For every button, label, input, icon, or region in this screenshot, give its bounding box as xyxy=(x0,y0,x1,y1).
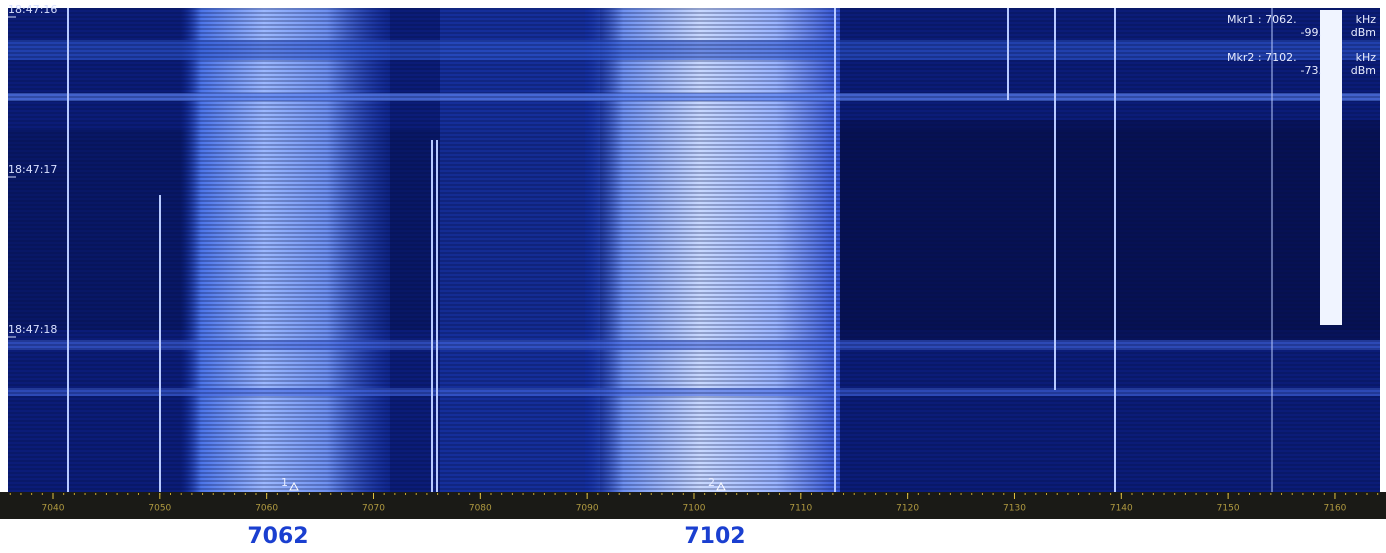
tick-label: 7050 xyxy=(148,504,171,514)
marker-readout: Mkr2 : 7102. xyxy=(1227,51,1297,64)
tick-label: 7040 xyxy=(42,504,65,514)
tick-label: 7080 xyxy=(469,504,492,514)
marker-level: -99. xyxy=(1301,26,1322,39)
time-label: 18:47:18 xyxy=(8,323,57,336)
marker-triangle xyxy=(289,481,299,491)
footer-label: 7102 xyxy=(684,524,745,549)
marker-unit: dBm xyxy=(1351,64,1376,77)
tick-label: 7160 xyxy=(1324,504,1347,514)
marker-readout: Mkr1 : 7062. xyxy=(1227,13,1297,26)
tick-label: 7100 xyxy=(683,504,706,514)
marker-triangle xyxy=(716,481,726,491)
tick-label: 7150 xyxy=(1217,504,1240,514)
tick-label: 7090 xyxy=(576,504,599,514)
tick-label: 7140 xyxy=(1110,504,1133,514)
marker-id: 2 xyxy=(708,476,715,489)
tick-label: 7060 xyxy=(255,504,278,514)
waterfall xyxy=(8,8,1380,492)
tick-label: 7110 xyxy=(789,504,812,514)
axis-bar xyxy=(0,492,1386,519)
marker-level: -73. xyxy=(1301,64,1322,77)
marker-unit: kHz xyxy=(1356,51,1377,64)
marker-id: 1 xyxy=(281,476,288,489)
tick-label: 7070 xyxy=(362,504,385,514)
marker-unit: kHz xyxy=(1356,13,1377,26)
tick-label: 7120 xyxy=(896,504,919,514)
marker-flags: 1 2 xyxy=(281,476,726,491)
time-label: 18:47:17 xyxy=(8,163,57,176)
footer-label: 7062 xyxy=(247,524,308,549)
tick-label: 7130 xyxy=(1003,504,1026,514)
time-label: 18:47:16 xyxy=(8,3,57,16)
marker-unit: dBm xyxy=(1351,26,1376,39)
